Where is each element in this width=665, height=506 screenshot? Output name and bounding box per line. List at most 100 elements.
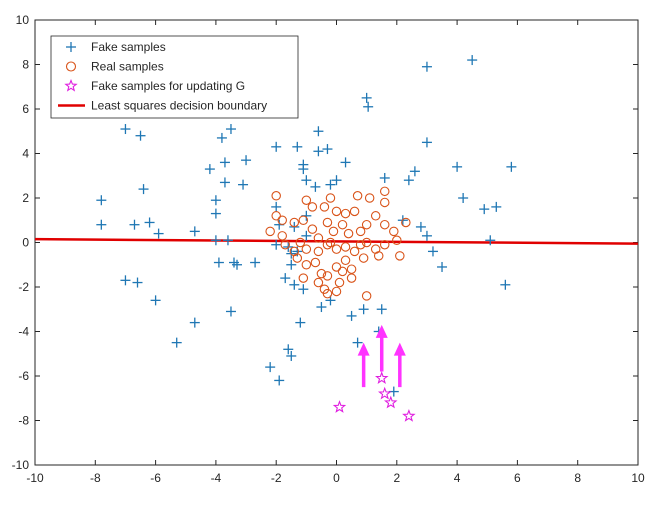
- real-sample-point: [277, 215, 287, 226]
- fake-sample-point: [421, 137, 432, 148]
- real-sample-point: [337, 266, 348, 277]
- arrow-head: [393, 342, 406, 356]
- x-tick-label: 6: [514, 471, 521, 485]
- fake-sample-point: [325, 179, 336, 190]
- legend-entry-label: Least squares decision boundary: [91, 99, 267, 113]
- real-sample-point: [322, 239, 333, 250]
- fake-sample-point: [144, 217, 155, 228]
- legend-circle-icon: [65, 61, 77, 72]
- x-tick-label: -8: [90, 471, 101, 485]
- update-g-sample-point: [383, 395, 398, 409]
- fake-sample-point: [313, 126, 324, 137]
- y-tick-label: 8: [22, 58, 29, 72]
- real-samples-group: [265, 186, 411, 301]
- fake-sample-point: [96, 195, 107, 206]
- fake-sample-point: [96, 219, 107, 230]
- x-tick-label: 4: [454, 471, 461, 485]
- real-sample-point: [373, 251, 384, 261]
- real-sample-point: [316, 268, 327, 279]
- fake-sample-point: [485, 235, 496, 246]
- real-sample-point: [364, 193, 375, 203]
- x-tick-label: 10: [631, 471, 645, 485]
- legend-plus-icon: [66, 42, 76, 52]
- real-sample-point: [322, 271, 333, 281]
- fake-sample-point: [352, 337, 363, 348]
- fake-sample-point: [213, 257, 224, 268]
- fake-sample-point: [421, 230, 432, 241]
- fake-sample-point: [271, 239, 282, 250]
- real-sample-point: [271, 191, 281, 201]
- fake-sample-point: [346, 310, 357, 321]
- x-tick-label: -6: [150, 471, 161, 485]
- real-sample-point: [379, 219, 390, 230]
- real-sample-point: [379, 186, 390, 197]
- fake-sample-point: [358, 304, 369, 315]
- fake-sample-point: [216, 132, 227, 143]
- fake-sample-point: [467, 55, 478, 66]
- arrow-head: [357, 342, 370, 356]
- fake-sample-point: [225, 124, 236, 135]
- fake-sample-point: [232, 259, 243, 270]
- fake-sample-point: [310, 181, 321, 192]
- real-sample-point: [301, 244, 312, 254]
- real-sample-point: [322, 288, 333, 299]
- fake-sample-point: [289, 279, 300, 290]
- real-sample-point: [343, 228, 354, 239]
- fake-sample-point: [506, 161, 517, 172]
- real-sample-point: [358, 253, 369, 263]
- update-g-sample-point: [374, 371, 389, 384]
- fake-sample-point: [210, 195, 221, 206]
- fake-sample-point: [427, 246, 438, 257]
- real-sample-point: [370, 211, 381, 221]
- fake-sample-point: [135, 130, 146, 141]
- fake-sample-point: [286, 259, 297, 270]
- fake-sample-point: [301, 175, 312, 186]
- y-tick-label: 4: [22, 147, 29, 161]
- y-tick-label: 0: [22, 236, 29, 250]
- fake-sample-point: [225, 306, 236, 317]
- fake-sample-point: [479, 204, 490, 215]
- real-sample-point: [355, 226, 366, 237]
- fake-sample-point: [138, 184, 149, 195]
- decision-boundary-group: [34, 237, 639, 245]
- fake-sample-point: [500, 279, 511, 290]
- fake-sample-point: [292, 141, 303, 152]
- real-sample-point: [340, 242, 351, 252]
- legend-entry-label: Fake samples: [91, 40, 166, 54]
- fake-sample-point: [301, 230, 312, 241]
- fake-sample-point: [286, 248, 297, 259]
- x-tick-label: 0: [333, 471, 340, 485]
- x-tick-label: -10: [26, 471, 44, 485]
- real-sample-point: [325, 193, 336, 203]
- real-sample-point: [301, 195, 312, 205]
- fake-sample-point: [120, 275, 131, 286]
- fake-sample-point: [415, 221, 426, 232]
- fake-sample-point: [274, 375, 285, 386]
- y-tick-label: 6: [22, 102, 29, 116]
- legend-box: [50, 35, 299, 119]
- fake-sample-point: [238, 179, 249, 190]
- decision-boundary-line: [34, 237, 639, 245]
- real-sample-point: [301, 259, 312, 270]
- real-sample-point: [379, 239, 390, 250]
- fake-sample-point: [222, 235, 233, 246]
- legend-entry-label: Fake samples for updating G: [91, 79, 245, 93]
- fake-sample-point: [120, 124, 131, 135]
- fake-sample-point: [316, 302, 327, 313]
- real-sample-point: [361, 237, 372, 248]
- fake-sample-point: [331, 175, 342, 186]
- y-tick-label: 10: [16, 13, 30, 27]
- fake-sample-point: [376, 304, 387, 315]
- real-sample-point: [331, 262, 342, 272]
- real-sample-point: [331, 206, 342, 217]
- x-tick-label: 2: [393, 471, 400, 485]
- real-sample-point: [337, 219, 348, 230]
- fake-sample-point: [271, 201, 282, 212]
- real-sample-point: [310, 257, 321, 268]
- fake-sample-point: [241, 155, 252, 166]
- real-sample-point: [349, 246, 360, 257]
- y-tick-label: -6: [18, 369, 29, 383]
- legend-entry-label: Real samples: [91, 60, 164, 74]
- x-tick-label: -2: [271, 471, 282, 485]
